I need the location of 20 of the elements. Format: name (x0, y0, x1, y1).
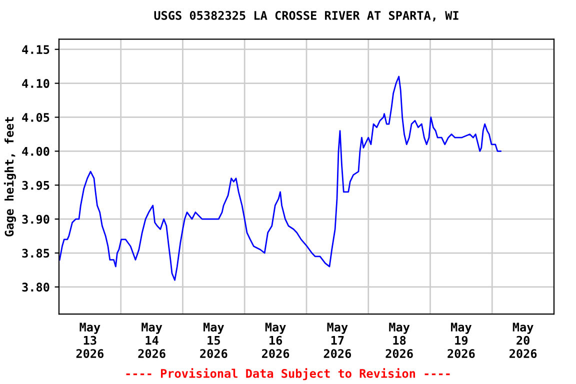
y-tick-label: 4.10 (22, 79, 50, 88)
x-tick-label: May 14 2026 (138, 322, 166, 358)
x-tick-label: May 13 2026 (76, 322, 104, 358)
y-tick-label: 4.15 (22, 45, 50, 54)
x-tick-label: May 20 2026 (510, 322, 537, 358)
y-tick-label: 3.80 (22, 282, 50, 292)
x-tick-label: May 18 2026 (386, 322, 413, 358)
y-tick-label: 4.05 (22, 112, 50, 122)
x-tick-label: May 15 2026 (200, 322, 228, 358)
y-tick-label: 3.95 (22, 180, 50, 190)
x-tick-label: May 17 2026 (324, 322, 352, 358)
x-tick-label: May 19 2026 (448, 322, 475, 358)
y-axis-title: Gage height, feet (4, 117, 16, 236)
x-tick-label: May 16 2026 (262, 322, 290, 358)
chart-title: USGS 05382325 LA CROSSE RIVER AT SPARTA, WI (154, 10, 458, 22)
y-tick-label: 3.90 (22, 214, 50, 224)
y-tick-label: 3.85 (22, 248, 50, 258)
y-tick-label: 4.00 (22, 146, 50, 156)
line-series (58, 76, 502, 281)
text: ---- Provisional Data Subject to Revision ---- (126, 368, 450, 380)
